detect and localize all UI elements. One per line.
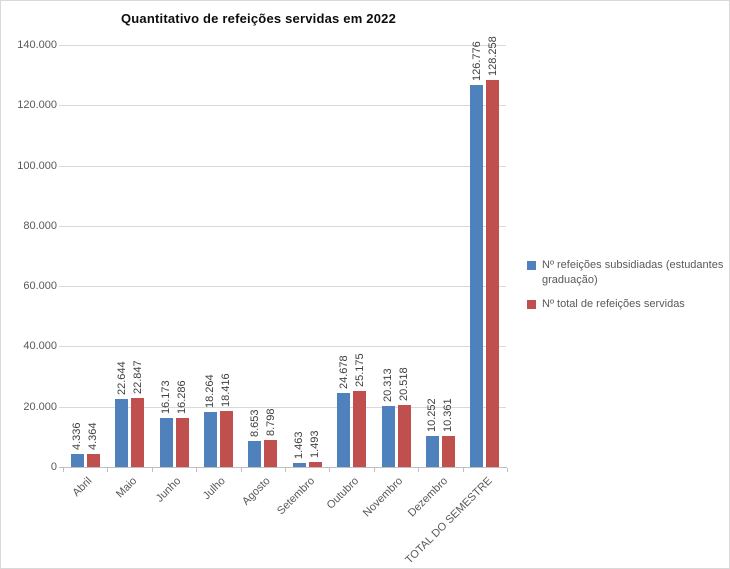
bar-value-label: 22.644 <box>115 361 128 395</box>
bar-series1-junho <box>175 417 189 467</box>
bar-value-label: 20.313 <box>382 368 394 402</box>
gridline <box>59 406 506 408</box>
x-axis-category-label: Julho <box>200 475 228 503</box>
y-axis-tick-label: 80.000 <box>23 219 57 232</box>
x-axis-tick <box>63 468 64 472</box>
x-axis-category-label: TOTAL DO SEMESTRE <box>402 475 495 567</box>
x-axis-category-label: Dezembro <box>405 475 450 520</box>
y-axis-tick-label: 100.000 <box>17 159 57 172</box>
x-axis-category-label: Setembro <box>274 475 317 518</box>
x-axis-category-label: Agosto <box>239 475 273 508</box>
legend-swatch-red <box>527 300 536 309</box>
y-axis-tick-label: 20.000 <box>23 400 57 413</box>
y-axis-tick-label: 60.000 <box>23 280 57 293</box>
x-axis-category-label: Novembro <box>361 475 406 520</box>
x-axis-category-label: Outubro <box>324 475 362 512</box>
x-axis-tick <box>151 468 153 472</box>
gridline <box>59 105 506 107</box>
x-axis-category-label: Abril <box>70 475 95 500</box>
bar-series0-dezembro <box>425 436 439 467</box>
bar-value-label: 4.364 <box>87 422 100 450</box>
bar-value-label: 16.286 <box>176 380 188 414</box>
bar-value-label: 24.678 <box>337 354 350 389</box>
bar-series1-total-do-semestre <box>486 80 500 467</box>
bar-value-label: 8.798 <box>264 408 277 437</box>
gridline <box>59 165 506 167</box>
bar-value-label: 16.173 <box>160 380 172 415</box>
bar-series1-maio <box>131 398 145 467</box>
x-axis-line <box>59 467 507 468</box>
bar-value-label: 126.776 <box>470 41 483 81</box>
bar-value-label: 20.518 <box>398 367 410 402</box>
bar-series0-setembro <box>292 462 306 467</box>
bar-value-label: 22.847 <box>131 360 144 395</box>
legend-swatch-blue <box>527 261 536 270</box>
x-axis-tick <box>462 468 464 472</box>
bar-value-label: 25.175 <box>353 353 366 388</box>
bar-series1-outubro <box>353 391 367 467</box>
x-axis-tick <box>329 468 331 472</box>
bar-value-label: 18.264 <box>204 374 217 408</box>
bar-series1-agosto <box>264 440 278 467</box>
bar-value-label: 10.361 <box>442 398 455 432</box>
y-axis-tick-label: 0 <box>50 461 57 473</box>
bar-series1-julho <box>219 411 233 467</box>
bar-series0-novembro <box>381 405 395 467</box>
legend-item-total: Nº total de refeições servidas <box>527 297 727 312</box>
gridline <box>59 286 506 288</box>
x-axis-tick <box>240 468 242 472</box>
x-axis-tick <box>418 468 420 472</box>
bar-value-label: 128.258 <box>486 36 499 77</box>
x-axis-tick <box>107 468 109 472</box>
y-axis-tick-label: 140.000 <box>17 39 57 51</box>
x-axis-tick <box>196 468 198 472</box>
x-axis-tick <box>285 468 286 472</box>
gridline <box>59 45 506 46</box>
legend-item-subsidized: Nº refeições subsidiadas (estudantes gra… <box>527 258 727 288</box>
bar-value-label: 8.653 <box>248 409 261 437</box>
bar-series0-abril <box>70 453 84 467</box>
legend: Nº refeições subsidiadas (estudantes gra… <box>527 258 727 321</box>
bar-value-label: 18.416 <box>220 373 233 408</box>
chart-title: Quantitativo de refeições servidas em 20… <box>120 11 397 26</box>
bar-series0-agosto <box>248 440 262 467</box>
bar-series1-novembro <box>397 405 411 467</box>
bar-series1-abril <box>86 453 100 467</box>
x-axis-category-label: Junho <box>153 475 184 505</box>
bar-series1-setembro <box>308 462 322 467</box>
bar-value-label: 1.463 <box>293 431 306 459</box>
gridline <box>59 346 506 348</box>
bar-series0-total-do-semestre <box>470 84 484 467</box>
bar-value-label: 4.336 <box>71 422 84 450</box>
bar-series1-dezembro <box>441 435 455 467</box>
x-axis-tick <box>507 468 508 472</box>
x-axis-category-label: Maio <box>113 475 140 501</box>
bar-value-label: 10.252 <box>426 398 439 433</box>
x-axis-tick <box>373 468 375 472</box>
gridline <box>59 225 506 227</box>
y-axis-tick-label: 120.000 <box>17 99 57 112</box>
y-axis-tick-label: 40.000 <box>23 340 57 353</box>
legend-label-subsidized: Nº refeições subsidiadas (estudantes gra… <box>542 259 724 286</box>
bar-value-label: 1.493 <box>309 430 322 459</box>
bar-series0-julho <box>203 411 217 467</box>
bar-series0-maio <box>115 398 129 467</box>
bar-series0-outubro <box>337 392 351 467</box>
legend-label-total: Nº total de refeições servidas <box>542 298 685 310</box>
bar-series0-junho <box>159 418 173 467</box>
